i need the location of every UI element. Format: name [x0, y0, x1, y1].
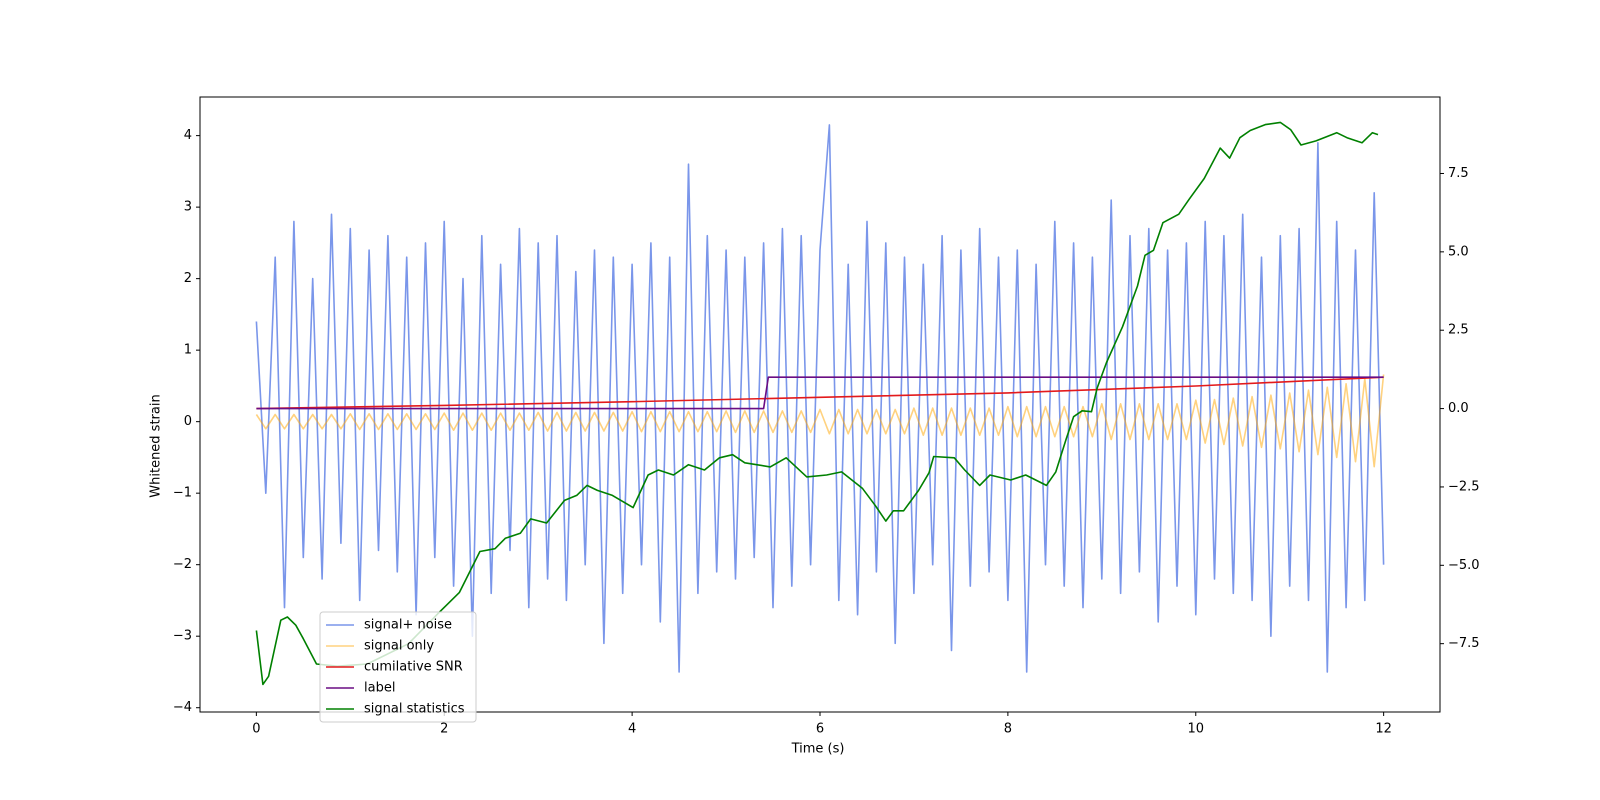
y-tick-label: 2 [184, 271, 192, 286]
y-tick-label: −3 [173, 629, 192, 644]
x-tick-label: 6 [816, 722, 824, 737]
y-axis-label: Whitened strain [149, 394, 164, 497]
x-axis-label: Time (s) [791, 742, 845, 757]
series-line [255, 121, 1379, 686]
legend-label: signal only [364, 639, 434, 654]
y2-tick-label: 0.0 [1448, 401, 1469, 416]
y2-tick-label: −2.5 [1448, 479, 1480, 494]
y-tick-label: −2 [173, 557, 192, 572]
legend-label: label [364, 681, 395, 696]
series-line [256, 376, 1384, 410]
legend-label: cumilative SNR [364, 660, 463, 675]
y2-tick-label: −5.0 [1448, 558, 1480, 573]
y-tick-label: 4 [184, 128, 192, 143]
x-tick-label: 12 [1375, 722, 1392, 737]
x-tick-label: 2 [440, 722, 448, 737]
legend-box [319, 611, 477, 723]
plot-frame [199, 96, 1441, 713]
x-tick-label: 10 [1187, 722, 1204, 737]
series-line [255, 374, 1385, 468]
y-tick-label: 0 [184, 414, 192, 429]
series-line [255, 124, 1385, 673]
x-tick-label: 0 [252, 722, 260, 737]
x-tick-label: 8 [1004, 722, 1012, 737]
y-tick-label: 3 [184, 200, 192, 215]
y-tick-label: −1 [173, 486, 192, 501]
y2-tick-label: 5.0 [1448, 244, 1469, 259]
x-tick-label: 4 [628, 722, 636, 737]
y2-tick-label: 7.5 [1448, 166, 1469, 181]
legend-label: signal+ noise [364, 618, 452, 633]
y-tick-label: 1 [184, 343, 192, 358]
series-line [256, 376, 1384, 410]
y2-tick-label: 2.5 [1448, 323, 1469, 338]
legend-label: signal statistics [364, 702, 465, 717]
y2-tick-label: −7.5 [1448, 636, 1480, 651]
y-tick-label: −4 [173, 700, 192, 715]
